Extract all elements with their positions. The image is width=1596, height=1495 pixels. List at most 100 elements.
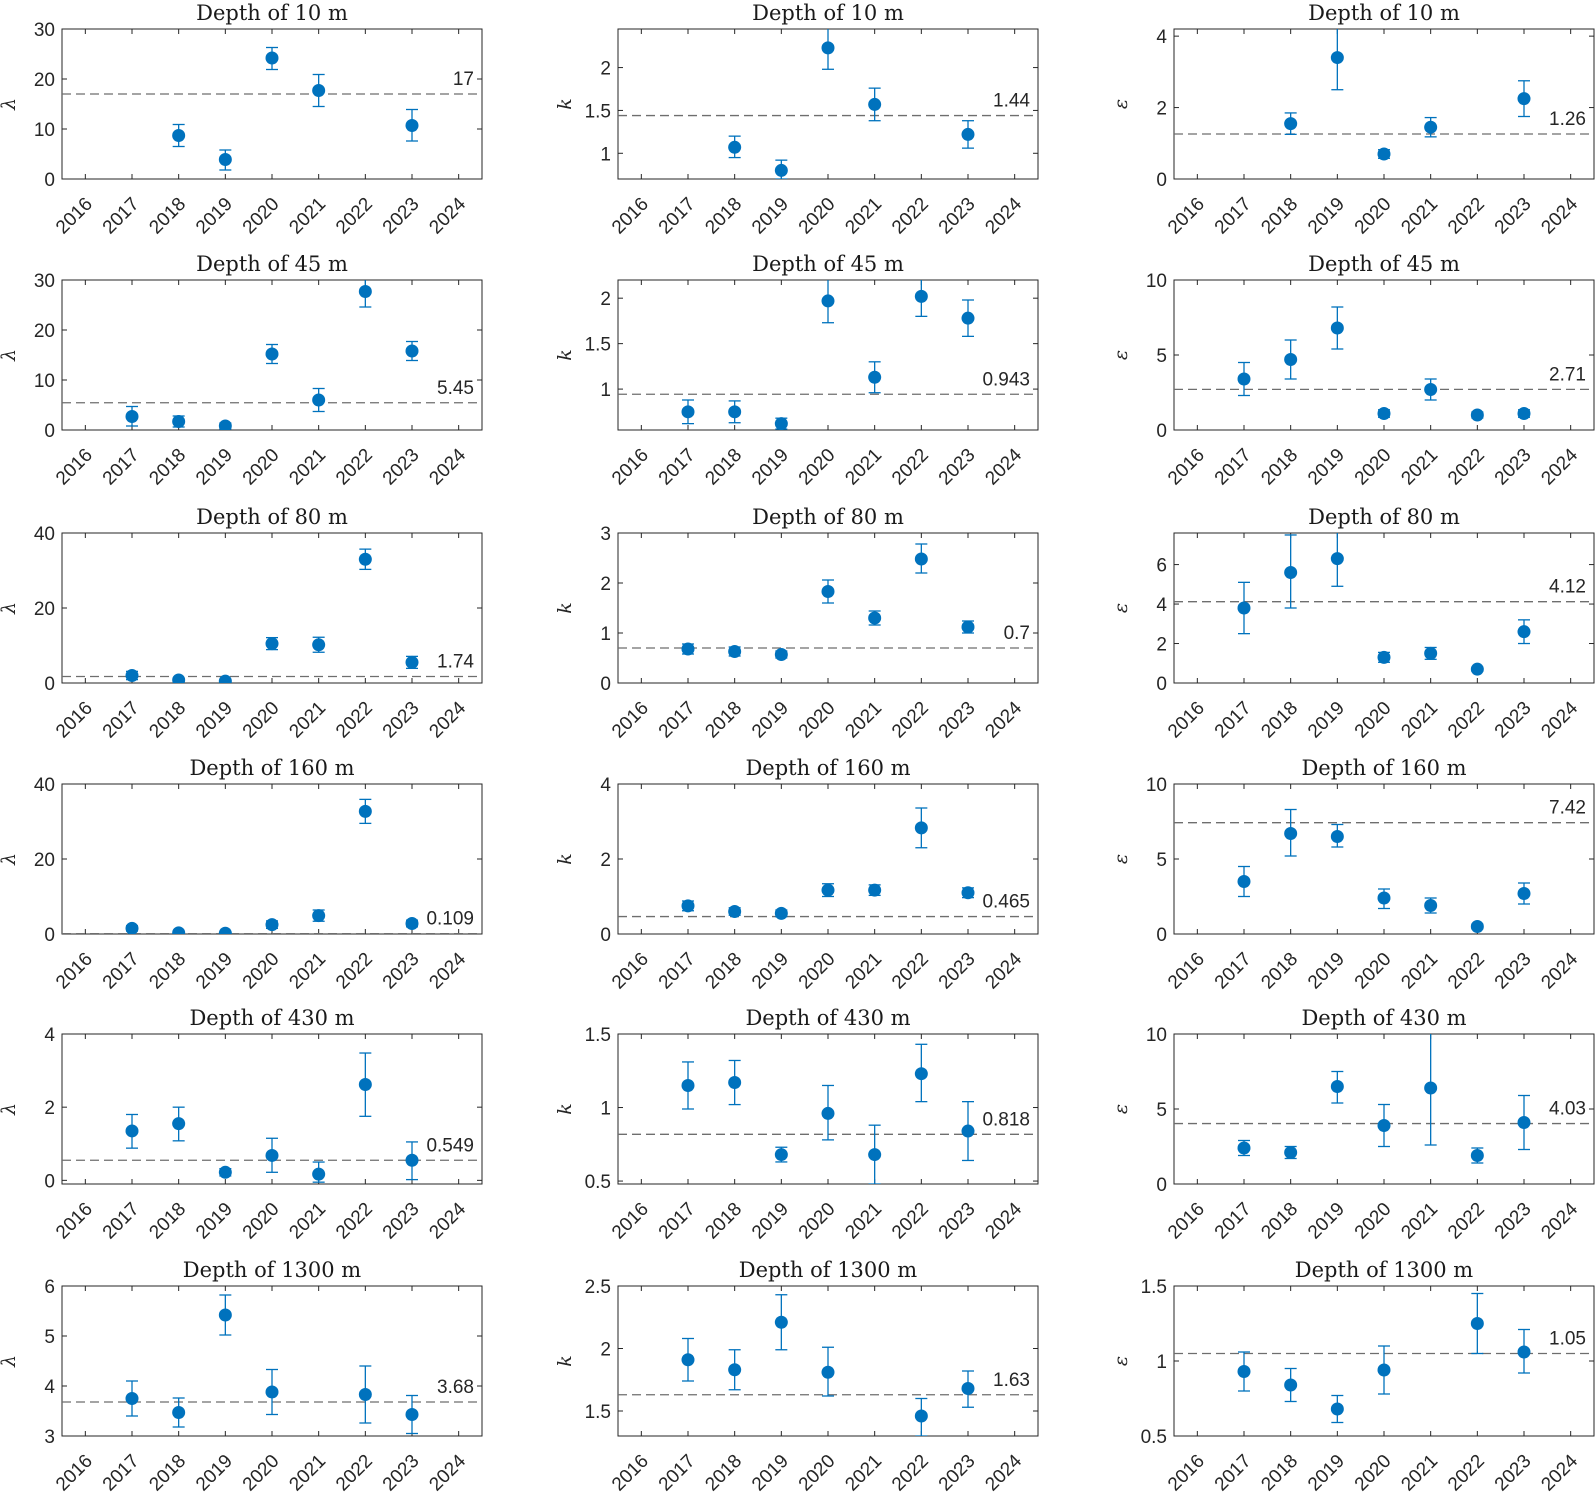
subplot-title: Depth of 1300 m bbox=[739, 1258, 918, 1282]
subplot-title: Depth of 80 m bbox=[752, 505, 904, 529]
x-tick-label: 2024 bbox=[425, 1198, 470, 1243]
y-tick-label: 1.5 bbox=[585, 1025, 611, 1046]
data-point bbox=[914, 552, 928, 566]
y-tick-label: 10 bbox=[34, 120, 55, 141]
x-tick-label: 2017 bbox=[1211, 1199, 1256, 1244]
y-tick-label: 1 bbox=[600, 144, 611, 165]
x-tick-label: 2024 bbox=[1537, 444, 1582, 489]
x-tick-label: 2021 bbox=[1397, 949, 1442, 994]
y-tick-label: 2 bbox=[44, 1098, 55, 1119]
x-tick-label: 2019 bbox=[748, 698, 793, 743]
reference-value-label: 4.03 bbox=[1549, 1099, 1586, 1120]
subplot-title: Depth of 430 m bbox=[1301, 1006, 1466, 1030]
data-point bbox=[821, 1106, 835, 1120]
data-point bbox=[1377, 407, 1391, 420]
y-axis-label: ε bbox=[1110, 1104, 1132, 1114]
plot-area bbox=[62, 548, 482, 683]
y-tick-label: 2 bbox=[600, 850, 611, 871]
data-point bbox=[405, 917, 419, 930]
x-tick-label: 2023 bbox=[935, 1451, 980, 1495]
x-tick-label: 2024 bbox=[981, 697, 1026, 742]
y-axis-label: ε bbox=[1110, 99, 1132, 109]
x-tick-label: 2016 bbox=[1164, 1451, 1209, 1495]
x-tick-label: 2023 bbox=[379, 698, 424, 743]
x-tick-label: 2020 bbox=[795, 1451, 840, 1495]
data-point bbox=[218, 419, 232, 430]
subplot-title: Depth of 160 m bbox=[189, 756, 354, 780]
y-tick-label: 0 bbox=[600, 925, 611, 946]
x-tick-label: 2019 bbox=[1304, 949, 1349, 994]
x-tick-label: 2018 bbox=[701, 1199, 746, 1244]
data-point bbox=[1237, 1365, 1251, 1378]
y-tick-label: 0 bbox=[1156, 674, 1167, 695]
x-tick-label: 2024 bbox=[981, 948, 1026, 993]
reference-value-label: 1.44 bbox=[993, 91, 1030, 112]
x-tick-label: 2022 bbox=[888, 445, 933, 490]
y-axis-label: λ bbox=[0, 1355, 20, 1368]
data-point bbox=[1470, 1149, 1484, 1162]
x-tick-label: 2023 bbox=[935, 194, 980, 239]
y-axis-label: k bbox=[554, 98, 576, 110]
x-tick-label: 2017 bbox=[655, 698, 700, 743]
subplot-title: Depth of 1300 m bbox=[1295, 1258, 1474, 1282]
x-tick-label: 2022 bbox=[1444, 194, 1489, 239]
data-point bbox=[1237, 1141, 1251, 1155]
x-tick-label: 2024 bbox=[1537, 1450, 1582, 1495]
x-tick-label: 2021 bbox=[1397, 1199, 1442, 1244]
data-point bbox=[961, 1382, 975, 1395]
data-point bbox=[1284, 827, 1298, 840]
x-tick-label: 2024 bbox=[425, 948, 470, 993]
x-tick-label: 2022 bbox=[332, 194, 377, 239]
plot-area bbox=[1174, 306, 1594, 422]
plot-area bbox=[618, 1294, 1038, 1436]
x-tick-label: 2018 bbox=[145, 698, 190, 743]
reference-value-label: 3.68 bbox=[437, 1377, 474, 1398]
y-tick-label: 4 bbox=[600, 775, 611, 796]
data-point bbox=[821, 41, 835, 55]
data-point bbox=[125, 1124, 139, 1138]
data-point bbox=[1284, 117, 1298, 131]
data-point bbox=[681, 405, 695, 419]
data-point bbox=[728, 645, 742, 658]
data-point bbox=[218, 926, 232, 934]
x-tick-label: 2019 bbox=[192, 949, 237, 994]
x-tick-label: 2019 bbox=[748, 949, 793, 994]
data-point bbox=[914, 821, 928, 835]
data-point bbox=[821, 294, 835, 308]
x-tick-label: 2016 bbox=[608, 445, 653, 490]
data-point bbox=[1377, 650, 1391, 664]
data-point bbox=[821, 883, 835, 897]
y-tick-label: 2.5 bbox=[585, 1277, 611, 1298]
data-point bbox=[172, 1117, 186, 1131]
y-tick-label: 20 bbox=[34, 70, 55, 91]
data-point bbox=[1424, 383, 1438, 396]
data-point bbox=[1237, 372, 1251, 386]
x-tick-label: 2019 bbox=[1304, 1199, 1349, 1244]
x-tick-label: 2021 bbox=[285, 1451, 330, 1495]
data-point bbox=[312, 1167, 326, 1181]
plot-area bbox=[618, 1043, 1038, 1184]
x-tick-label: 2017 bbox=[655, 949, 700, 994]
data-point bbox=[1517, 625, 1531, 639]
data-point bbox=[265, 51, 279, 65]
data-point bbox=[1330, 1080, 1344, 1093]
y-tick-label: 1.5 bbox=[585, 1402, 611, 1423]
subplot-title: Depth of 10 m bbox=[1308, 1, 1460, 25]
y-tick-label: 1 bbox=[1156, 1352, 1167, 1373]
x-tick-label: 2020 bbox=[239, 1451, 284, 1495]
x-tick-label: 2024 bbox=[425, 697, 470, 742]
x-tick-label: 2020 bbox=[239, 1199, 284, 1244]
data-point bbox=[358, 1388, 372, 1401]
y-axis-label: ε bbox=[1110, 1356, 1132, 1366]
x-tick-label: 2020 bbox=[1351, 698, 1396, 743]
x-tick-label: 2023 bbox=[1491, 698, 1536, 743]
data-point bbox=[172, 129, 186, 142]
x-tick-label: 2019 bbox=[1304, 1451, 1349, 1495]
x-tick-label: 2020 bbox=[1351, 194, 1396, 239]
y-tick-label: 2 bbox=[600, 1340, 611, 1361]
x-tick-label: 2016 bbox=[1164, 445, 1209, 490]
